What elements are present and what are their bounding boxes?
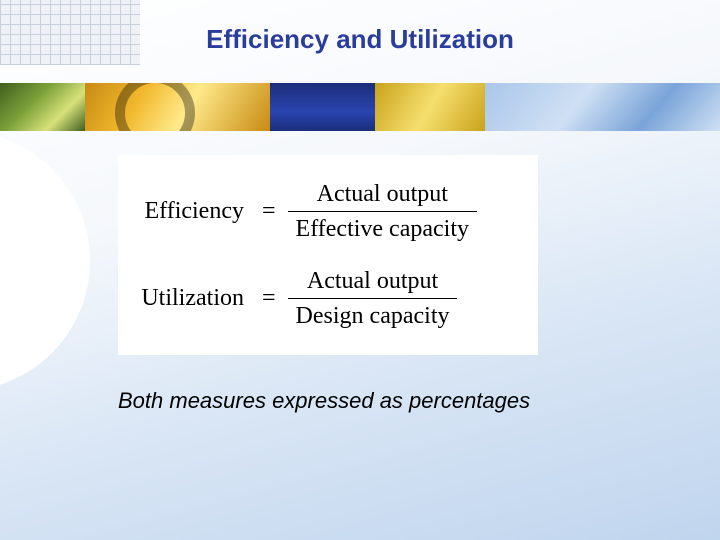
utilization-denominator: Design capacity — [288, 298, 458, 331]
efficiency-fraction: Actual output Effective capacity — [288, 179, 477, 244]
equals-sign: = — [250, 285, 288, 312]
formula-utilization: Utilization = Actual output Design capac… — [130, 266, 522, 331]
band-panel-keyboard — [485, 83, 720, 131]
utilization-lhs: Utilization — [130, 285, 250, 312]
equals-sign: = — [250, 198, 288, 225]
caption-text: Both measures expressed as percentages — [118, 388, 530, 414]
band-panel-beakers — [375, 83, 485, 131]
band-panel-compass — [85, 83, 270, 131]
efficiency-lhs: Efficiency — [130, 198, 250, 225]
slide-title: Efficiency and Utilization — [0, 24, 720, 55]
band-panel-blue — [270, 83, 375, 131]
white-quarter-circle — [0, 131, 90, 391]
formula-efficiency: Efficiency = Actual output Effective cap… — [130, 179, 522, 244]
efficiency-numerator: Actual output — [309, 179, 456, 211]
band-panel-leaf — [0, 83, 85, 131]
utilization-fraction: Actual output Design capacity — [288, 266, 458, 331]
formula-box: Efficiency = Actual output Effective cap… — [118, 155, 538, 355]
efficiency-denominator: Effective capacity — [288, 211, 477, 244]
decorative-photo-band — [0, 83, 720, 131]
utilization-numerator: Actual output — [299, 266, 446, 298]
